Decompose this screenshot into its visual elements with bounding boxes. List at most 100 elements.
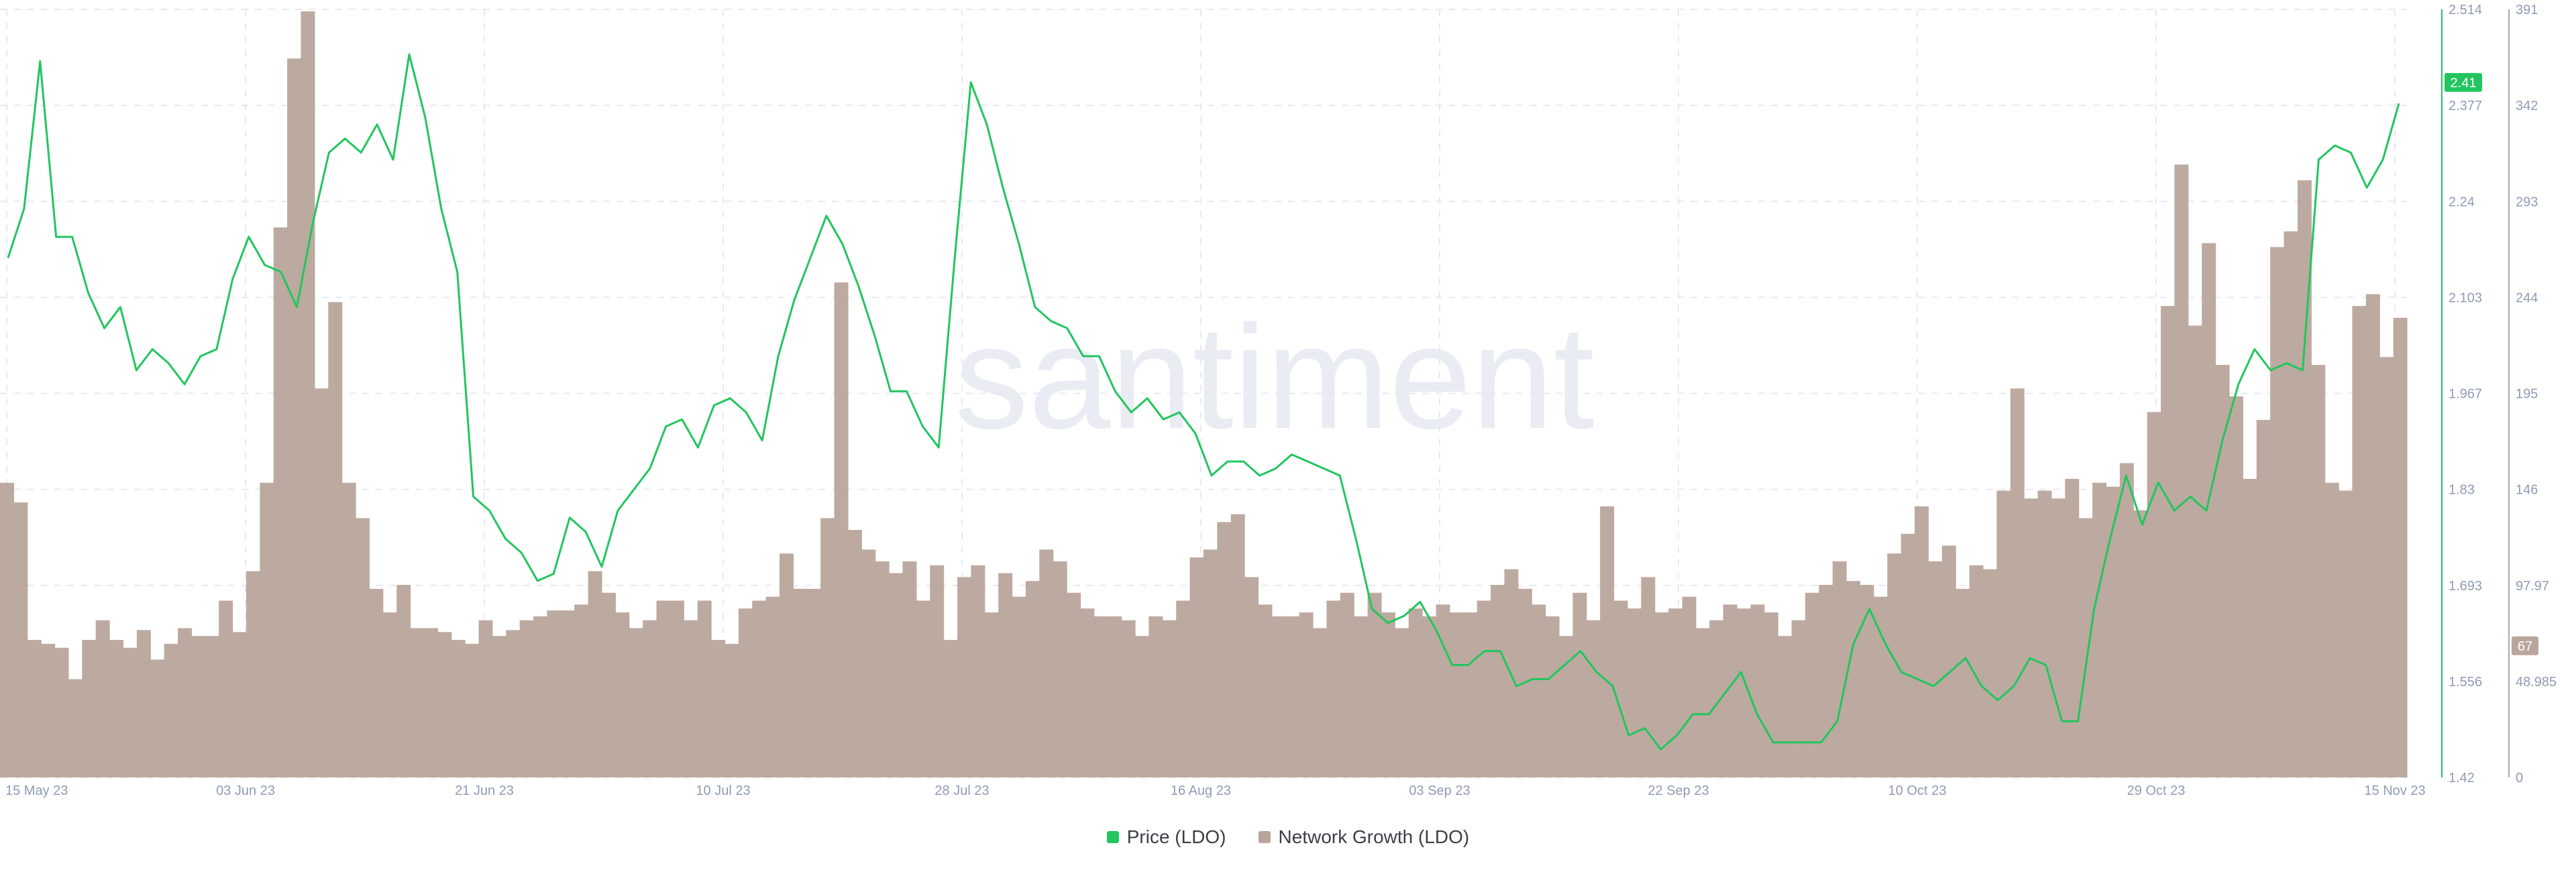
network-growth-bar bbox=[2297, 180, 2312, 778]
legend-item-network-growth[interactable]: Network Growth (LDO) bbox=[1258, 826, 1469, 848]
network-growth-bar bbox=[2243, 478, 2257, 777]
network-growth-bar bbox=[1258, 604, 1273, 777]
network-growth-bar bbox=[1900, 533, 1915, 777]
network-growth-bar bbox=[1381, 612, 1396, 777]
network-growth-bar bbox=[1463, 612, 1478, 777]
network-growth-bar bbox=[492, 636, 506, 777]
network-growth-bar bbox=[1203, 549, 1218, 777]
network-growth-bar bbox=[369, 588, 384, 777]
network-axis-tick: 293 bbox=[2516, 195, 2538, 209]
network-growth-bar bbox=[301, 11, 315, 778]
network-growth-bar bbox=[1039, 549, 1054, 777]
network-growth-bars bbox=[0, 11, 2408, 778]
x-axis-tick: 16 Aug 23 bbox=[1171, 783, 1231, 798]
network-growth-bar bbox=[1983, 569, 1998, 777]
network-growth-bar bbox=[629, 628, 643, 777]
legend-item-price[interactable]: Price (LDO) bbox=[1106, 826, 1226, 848]
network-growth-bar bbox=[314, 388, 329, 777]
network-growth-bar bbox=[1217, 522, 1232, 777]
network-growth-bar bbox=[889, 573, 904, 777]
network-growth-bar bbox=[2119, 463, 2134, 777]
network-growth-bar bbox=[738, 608, 753, 777]
price-axis-tick: 2.514 bbox=[2449, 3, 2482, 17]
network-growth-bar bbox=[1080, 608, 1095, 777]
network-growth-bar bbox=[82, 640, 97, 777]
network-growth-bar bbox=[1928, 561, 1943, 777]
network-growth-bar bbox=[1313, 628, 1328, 777]
network-growth-bar bbox=[916, 600, 930, 777]
network-growth-bar bbox=[834, 282, 849, 778]
network-growth-bar bbox=[150, 659, 165, 777]
network-growth-bar bbox=[1641, 577, 1656, 777]
network-growth-bar bbox=[1723, 604, 1737, 777]
network-growth-bar bbox=[287, 58, 302, 777]
x-axis-tick: 10 Jul 23 bbox=[696, 783, 750, 798]
network-growth-bar bbox=[1491, 585, 1505, 777]
network-growth-bar bbox=[41, 643, 56, 777]
network-growth-bar bbox=[875, 561, 890, 777]
network-growth-bar bbox=[1067, 592, 1081, 777]
network-growth-bar bbox=[232, 632, 247, 777]
network-growth-bar bbox=[1996, 490, 2011, 777]
price-series-line bbox=[7, 53, 2400, 751]
network-growth-bar bbox=[861, 549, 876, 777]
network-growth-bar bbox=[711, 640, 726, 777]
network-growth-bar bbox=[533, 616, 548, 777]
price-axis-tick: 2.377 bbox=[2449, 99, 2482, 113]
network-growth-bar bbox=[1819, 585, 1833, 777]
network-growth-bar bbox=[2256, 420, 2271, 777]
network-growth-bar bbox=[178, 628, 193, 777]
network-axis-tick: 146 bbox=[2516, 483, 2538, 498]
network-growth-bar bbox=[2352, 306, 2367, 777]
x-axis-tick: 21 Jun 23 bbox=[455, 783, 514, 798]
network-growth-bar bbox=[1108, 616, 1122, 777]
price-axis-tick: 1.967 bbox=[2449, 387, 2482, 402]
network-current-value: 67 bbox=[2518, 639, 2532, 654]
x-axis-tick: 15 Nov 23 bbox=[2364, 783, 2425, 798]
network-growth-bar bbox=[2393, 317, 2408, 777]
network-growth-bar bbox=[356, 518, 370, 777]
network-growth-bar bbox=[1695, 628, 1710, 777]
network-axis-tick: 97.97 bbox=[2516, 579, 2549, 594]
network-growth-bar bbox=[902, 561, 917, 777]
network-growth-bar bbox=[1654, 612, 1669, 777]
network-growth-bar bbox=[2133, 510, 2148, 777]
x-axis-tick: 10 Oct 23 bbox=[1888, 783, 1947, 798]
network-axis-tick: 48.985 bbox=[2516, 675, 2557, 690]
network-growth-bar bbox=[437, 632, 452, 777]
network-growth-bar bbox=[1162, 620, 1177, 777]
network-growth-bar bbox=[669, 600, 684, 777]
network-growth-bar bbox=[1285, 616, 1300, 777]
network-growth-bar bbox=[136, 630, 151, 777]
network-growth-bar bbox=[205, 636, 219, 777]
network-growth-bar bbox=[2147, 412, 2161, 777]
network-growth-bar bbox=[780, 553, 794, 777]
network-growth-bar bbox=[2229, 396, 2243, 777]
network-growth-bar bbox=[1176, 600, 1191, 777]
network-growth-bar bbox=[2324, 482, 2339, 777]
network-growth-bar bbox=[1791, 620, 1806, 777]
network-growth-bar bbox=[2024, 498, 2039, 777]
network-growth-bar bbox=[465, 643, 480, 777]
network-growth-bar bbox=[2379, 357, 2394, 777]
network-growth-bar bbox=[519, 620, 534, 777]
network-growth-bar bbox=[697, 600, 712, 777]
network-axis-tick: 342 bbox=[2516, 99, 2538, 113]
network-growth-bar bbox=[1326, 600, 1341, 777]
price-axis-tick: 1.42 bbox=[2449, 771, 2475, 785]
network-growth-bar bbox=[1750, 604, 1765, 777]
legend: Price (LDO) Network Growth (LDO) bbox=[0, 824, 2576, 851]
network-growth-bar bbox=[1189, 557, 1204, 777]
network-growth-bar bbox=[588, 571, 602, 777]
network-growth-bar bbox=[1354, 616, 1368, 777]
network-growth-bar bbox=[1093, 616, 1108, 777]
network-growth-bar bbox=[1025, 581, 1040, 777]
network-growth-bar bbox=[560, 610, 575, 777]
price-current-badge bbox=[2445, 72, 2482, 92]
network-growth-bar bbox=[1805, 592, 1819, 777]
network-growth-bar bbox=[2188, 325, 2202, 777]
network-growth-bar bbox=[1559, 636, 1574, 777]
network-growth-bar bbox=[1395, 628, 1409, 777]
network-growth-bar bbox=[341, 482, 356, 777]
network-growth-bar bbox=[246, 571, 260, 777]
